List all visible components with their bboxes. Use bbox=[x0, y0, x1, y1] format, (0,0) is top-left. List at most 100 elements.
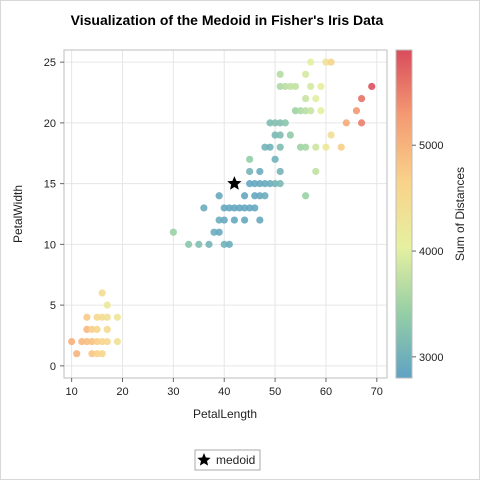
data-point bbox=[317, 82, 325, 91]
data-point bbox=[83, 325, 91, 334]
x-tick-label: 40 bbox=[218, 386, 230, 398]
data-point bbox=[281, 119, 289, 127]
data-point bbox=[256, 167, 264, 176]
data-point bbox=[98, 337, 106, 346]
y-tick-label: 5 bbox=[50, 300, 56, 312]
data-point bbox=[113, 337, 122, 346]
medoid-star-icon bbox=[197, 453, 211, 466]
y-axis-ticks: 0 5 10 15 20 25 bbox=[44, 57, 64, 373]
y-tick-label: 0 bbox=[50, 361, 56, 373]
x-axis-label: PetalLength bbox=[193, 407, 257, 421]
data-point bbox=[230, 204, 239, 212]
data-point bbox=[185, 240, 193, 248]
data-point bbox=[103, 301, 111, 309]
data-point bbox=[78, 337, 86, 346]
data-point bbox=[276, 70, 284, 78]
data-point bbox=[307, 107, 315, 115]
data-point bbox=[266, 143, 274, 151]
data-point bbox=[261, 192, 269, 200]
data-point bbox=[240, 204, 249, 212]
data-point bbox=[281, 82, 289, 91]
data-points bbox=[68, 58, 376, 358]
data-point bbox=[220, 204, 228, 212]
x-tick-label: 30 bbox=[167, 386, 179, 398]
data-point bbox=[93, 337, 101, 346]
data-point bbox=[312, 143, 320, 151]
colorbar-label: Sum of Distances bbox=[453, 167, 467, 261]
data-point bbox=[103, 325, 111, 334]
plot-area-frame bbox=[63, 49, 388, 379]
data-point bbox=[261, 180, 269, 188]
data-point bbox=[276, 143, 284, 151]
data-point bbox=[195, 240, 203, 248]
data-point bbox=[246, 167, 254, 176]
data-point bbox=[73, 350, 81, 358]
data-point bbox=[261, 143, 269, 151]
data-point bbox=[246, 204, 254, 212]
data-point bbox=[307, 82, 315, 91]
colorbar-tick-label: 3000 bbox=[419, 352, 443, 364]
y-tick-label: 25 bbox=[44, 57, 56, 69]
data-point bbox=[93, 325, 101, 334]
x-axis-ticks: 10 20 30 40 50 60 70 bbox=[66, 378, 383, 398]
x-tick-label: 50 bbox=[269, 386, 281, 398]
data-point bbox=[246, 180, 254, 188]
data-point bbox=[256, 180, 264, 188]
data-point bbox=[88, 325, 96, 334]
data-point bbox=[225, 240, 233, 248]
y-axis-label: PetalWidth bbox=[11, 185, 25, 243]
y-tick-label: 20 bbox=[44, 118, 56, 130]
data-point bbox=[271, 131, 279, 139]
data-point bbox=[342, 119, 350, 127]
data-point bbox=[291, 82, 300, 91]
data-point bbox=[286, 82, 294, 91]
data-point bbox=[276, 131, 284, 139]
data-point bbox=[276, 167, 284, 176]
data-point bbox=[357, 119, 366, 127]
data-point bbox=[83, 337, 91, 346]
data-point bbox=[302, 70, 310, 78]
data-point bbox=[352, 107, 361, 115]
medoid-marker-group bbox=[227, 176, 242, 190]
y-tick-label: 10 bbox=[44, 239, 56, 251]
data-point bbox=[296, 107, 305, 115]
colorbar-tick-label: 5000 bbox=[419, 140, 443, 152]
data-point bbox=[88, 350, 96, 358]
data-point bbox=[307, 58, 315, 66]
data-point bbox=[302, 107, 310, 115]
data-point bbox=[68, 337, 76, 346]
data-point bbox=[327, 58, 335, 66]
data-point bbox=[225, 204, 233, 212]
data-point bbox=[251, 180, 259, 188]
colorbar bbox=[395, 49, 413, 379]
data-point bbox=[220, 216, 228, 224]
data-point bbox=[322, 58, 330, 66]
data-point bbox=[256, 192, 264, 200]
data-point bbox=[317, 107, 325, 115]
data-point bbox=[98, 350, 106, 358]
data-point bbox=[98, 313, 106, 321]
legend-label-medoid: medoid bbox=[216, 453, 255, 467]
data-point bbox=[271, 119, 279, 127]
data-point bbox=[322, 143, 330, 151]
colorbar-ticks: 3000 4000 5000 bbox=[412, 140, 443, 364]
data-point bbox=[93, 313, 101, 321]
data-point bbox=[276, 180, 284, 188]
data-point bbox=[271, 155, 279, 163]
data-point bbox=[368, 82, 376, 91]
x-tick-label: 60 bbox=[320, 386, 332, 398]
data-point bbox=[235, 204, 244, 212]
data-point bbox=[266, 119, 274, 127]
data-point bbox=[205, 240, 213, 248]
data-point bbox=[83, 313, 91, 321]
data-point bbox=[256, 216, 264, 224]
data-point bbox=[302, 192, 310, 200]
data-point bbox=[291, 107, 300, 115]
legend-box bbox=[194, 449, 261, 471]
medoid-star-marker bbox=[227, 176, 242, 190]
legend: medoid bbox=[194, 449, 261, 471]
data-point bbox=[210, 228, 218, 236]
data-point bbox=[337, 143, 345, 151]
data-point bbox=[240, 216, 249, 224]
data-point bbox=[200, 204, 208, 212]
